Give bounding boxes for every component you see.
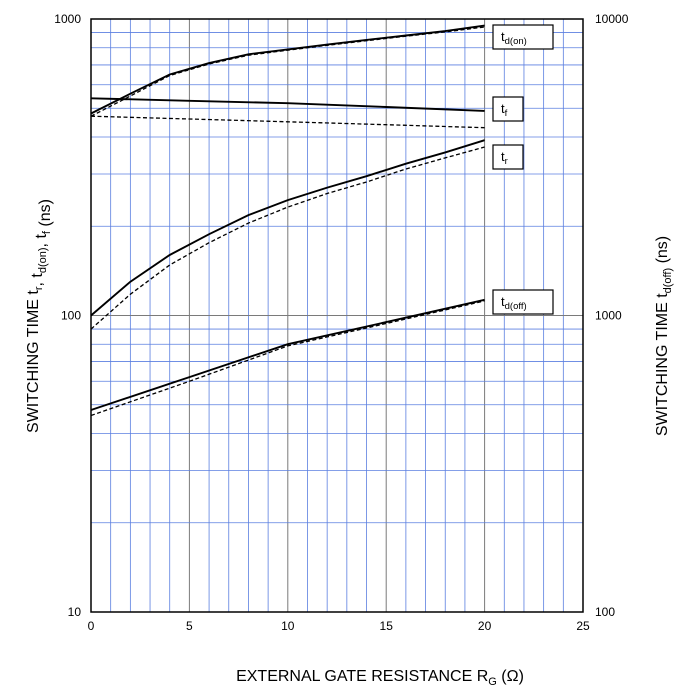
- tick-labels: 0 5 10 15 20 25 10 100 1000 100 1000 10000: [54, 12, 628, 633]
- curve-label-tdoff: td(off): [492, 289, 554, 315]
- series-don-dashed: [90, 26, 485, 117]
- curve-label-tr: tr: [492, 144, 524, 170]
- curve-label-text: td(off): [501, 294, 527, 312]
- curve-label-text: td(on): [501, 29, 527, 47]
- plot-frame: [90, 18, 584, 613]
- series-don-solid: [90, 24, 485, 115]
- series-r-dashed: [90, 146, 485, 330]
- curve-label-text: tr: [501, 149, 508, 167]
- y-right-axis-title: SWITCHING TIME td(off) (ns): [654, 236, 674, 436]
- series-f-dashed: [90, 115, 485, 129]
- y-right-tick-label: 1000: [595, 309, 622, 323]
- curve-label-box: [492, 96, 524, 122]
- series-f-solid: [90, 97, 485, 112]
- x-tick-label: 25: [576, 619, 590, 633]
- x-tick-label: 20: [478, 619, 492, 633]
- curve-label-box: [492, 144, 524, 170]
- curve-label-box: [492, 289, 554, 315]
- axis-titles: EXTERNAL GATE RESISTANCE RG (Ω) SWITCHING…: [25, 199, 674, 688]
- y-left-tick-label: 100: [61, 309, 81, 323]
- curve-label-text: tf: [501, 101, 508, 119]
- y-left-axis-title: SWITCHING TIME tr, td(on), tf (ns): [25, 199, 54, 433]
- plot-border: [90, 18, 584, 613]
- y-left-tick-label: 10: [68, 605, 82, 619]
- curve-labels: td(on) tf tr td(off): [492, 24, 554, 315]
- grid: [90, 19, 584, 613]
- y-right-tick-label: 10000: [595, 12, 629, 26]
- x-axis-title: EXTERNAL GATE RESISTANCE RG (Ω): [236, 668, 524, 688]
- x-tick-label: 10: [281, 619, 295, 633]
- series-doff-solid: [90, 298, 485, 411]
- curve-label-tdon: td(on): [492, 24, 554, 50]
- x-tick-label: 15: [380, 619, 394, 633]
- series-doff-dashed: [90, 300, 485, 417]
- series-r-solid: [90, 139, 485, 317]
- y-right-tick-label: 100: [595, 605, 615, 619]
- series-group: [90, 24, 485, 417]
- x-tick-label: 0: [88, 619, 95, 633]
- curve-label-box: [492, 24, 554, 50]
- curve-label-tf: tf: [492, 96, 524, 122]
- y-left-tick-label: 1000: [54, 12, 81, 26]
- x-tick-label: 5: [186, 619, 193, 633]
